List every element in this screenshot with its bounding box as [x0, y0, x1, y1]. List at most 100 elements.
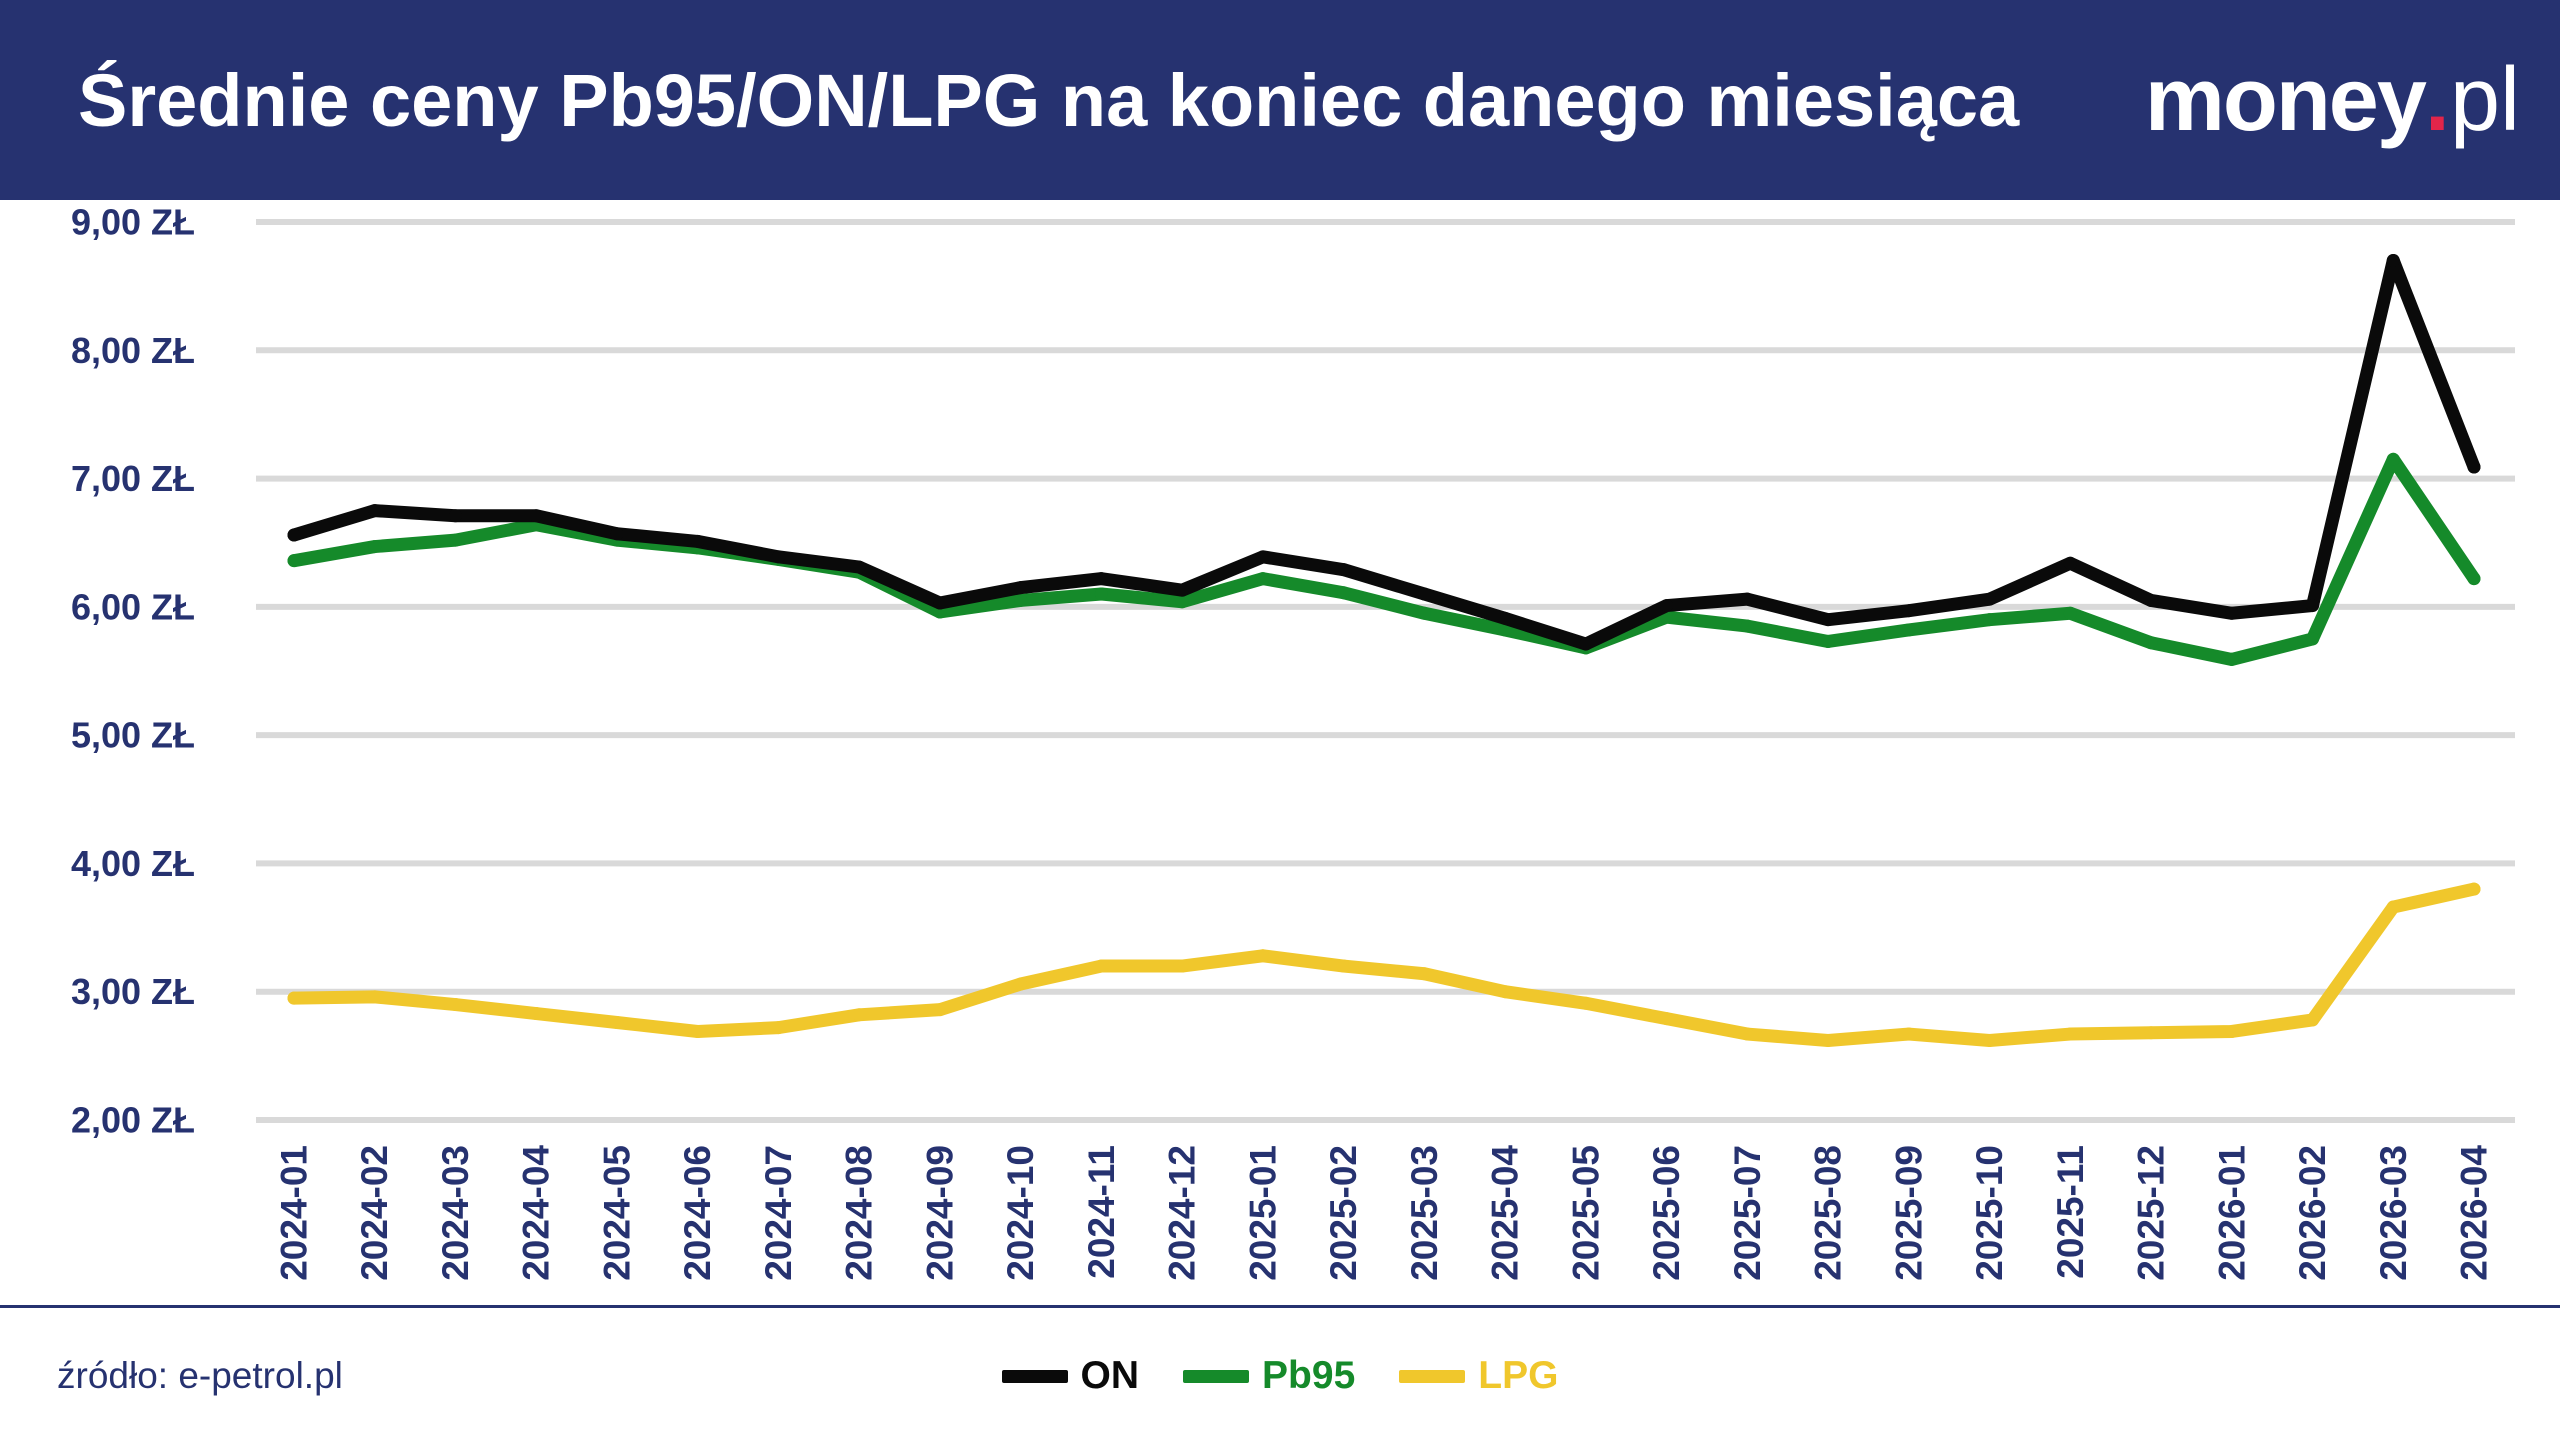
data-point-lpg — [1014, 977, 1028, 991]
data-point-lpg — [1498, 985, 1512, 999]
data-point-pb95 — [1740, 619, 1754, 633]
data-point-pb95 — [448, 533, 462, 547]
data-point-on — [1821, 613, 1835, 627]
data-point-lpg — [1417, 967, 1431, 981]
x-tick-label: 2025-03 — [1404, 1145, 1445, 1281]
legend-label-pb95: Pb95 — [1262, 1354, 1356, 1397]
x-tick-label: 2025-06 — [1646, 1145, 1687, 1281]
x-tick-label: 2025-10 — [1969, 1145, 2010, 1281]
x-tick-label: 2024-08 — [839, 1145, 880, 1281]
series-line-lpg — [287, 882, 2481, 1047]
data-point-on — [1902, 604, 1916, 618]
data-point-on — [1660, 599, 1674, 613]
data-point-on — [2225, 606, 2239, 620]
data-point-pb95 — [2063, 606, 2077, 620]
data-point-on — [933, 596, 947, 610]
data-point-lpg — [1660, 1012, 1674, 1026]
page-title: Średnie ceny Pb95/ON/LPG na koniec daneg… — [78, 58, 2020, 142]
logo-tld-text: pl — [2449, 49, 2520, 150]
x-axis-tick-labels: 2024-01 2024-02 2024-03 2024-04 2024-05 2024-… — [274, 1145, 2495, 1281]
data-point-on — [771, 550, 785, 564]
data-point-lpg — [1902, 1027, 1916, 1041]
data-point-on — [1498, 611, 1512, 625]
data-point-pb95 — [1902, 623, 1916, 637]
data-point-on — [287, 528, 301, 542]
legend-swatch-on — [1001, 1369, 1068, 1383]
data-point-lpg — [287, 991, 301, 1005]
x-tick-label: 2025-12 — [2131, 1145, 2172, 1281]
series-line-pb95 — [287, 452, 2481, 666]
x-tick-label: 2025-09 — [1888, 1145, 1929, 1281]
data-point-on — [691, 534, 705, 548]
data-point-lpg — [1579, 996, 1593, 1010]
data-point-lpg — [2386, 900, 2400, 914]
y-tick-label: 6,00 ZŁ — [71, 586, 195, 627]
data-point-lpg — [448, 998, 462, 1012]
data-point-lpg — [1094, 959, 1108, 973]
data-point-pb95 — [2306, 632, 2320, 646]
header-bar: Średnie ceny Pb95/ON/LPG na koniec daneg… — [0, 0, 2560, 200]
legend-label-on: ON — [1080, 1354, 1140, 1397]
data-point-lpg — [1175, 959, 1189, 973]
data-point-lpg — [1983, 1033, 1997, 1047]
data-point-on — [2467, 460, 2481, 474]
y-tick-label: 2,00 ZŁ — [71, 1100, 195, 1141]
x-tick-label: 2024-09 — [919, 1145, 960, 1281]
data-point-lpg — [2225, 1024, 2239, 1038]
y-tick-label: 8,00 ZŁ — [71, 330, 195, 371]
data-point-pb95 — [1498, 623, 1512, 637]
data-point-lpg — [852, 1008, 866, 1022]
legend-item-pb95: Pb95 — [1183, 1354, 1355, 1398]
data-point-pb95 — [1417, 606, 1431, 620]
data-point-on — [1014, 581, 1028, 595]
data-point-on — [852, 560, 866, 574]
data-point-on — [2306, 599, 2320, 613]
data-point-lpg — [610, 1016, 624, 1030]
y-axis-tick-labels: 9,00 ZŁ 8,00 ZŁ 7,00 ZŁ 6,00 ZŁ 5,00 ZŁ 4,00 … — [71, 202, 195, 1141]
data-point-pb95 — [2144, 636, 2158, 650]
y-tick-label: 5,00 ZŁ — [71, 715, 195, 756]
x-tick-label: 2024-07 — [758, 1145, 799, 1281]
data-point-pb95 — [2467, 572, 2481, 586]
legend-swatch-lpg — [1399, 1369, 1466, 1383]
data-point-pb95 — [1256, 572, 1270, 586]
data-point-lpg — [1337, 959, 1351, 973]
data-point-on — [1579, 637, 1593, 651]
legend-label-lpg: LPG — [1478, 1354, 1559, 1397]
logo-dot: . — [2424, 49, 2450, 150]
x-tick-label: 2025-02 — [1323, 1145, 1364, 1281]
data-point-on — [368, 504, 382, 518]
footer-divider — [0, 1305, 2560, 1308]
legend-swatch-pb95 — [1183, 1369, 1250, 1383]
data-point-on — [2063, 556, 2077, 570]
data-point-lpg — [529, 1007, 543, 1021]
data-point-lpg — [2144, 1026, 2158, 1040]
series-lines — [287, 253, 2481, 1047]
data-point-lpg — [1740, 1027, 1754, 1041]
x-tick-label: 2024-01 — [274, 1145, 315, 1281]
data-point-on — [1175, 583, 1189, 597]
source-note: źródło: e-petrol.pl — [57, 1355, 343, 1396]
legend-item-lpg: LPG — [1399, 1354, 1558, 1398]
money-pl-logo: money. pl — [2145, 0, 2520, 200]
data-point-lpg — [933, 1003, 947, 1017]
x-tick-label: 2026-04 — [2454, 1145, 2495, 1281]
x-tick-label: 2026-02 — [2292, 1145, 2333, 1281]
data-point-pb95 — [1821, 634, 1835, 648]
data-point-on — [1256, 550, 1270, 564]
x-tick-label: 2024-05 — [596, 1145, 637, 1281]
data-point-pb95 — [2386, 452, 2400, 466]
data-point-on — [1740, 592, 1754, 606]
data-point-on — [1337, 563, 1351, 577]
data-point-lpg — [2467, 882, 2481, 896]
data-point-lpg — [2063, 1027, 2077, 1041]
series-line-on — [287, 253, 2481, 651]
data-point-on — [1094, 572, 1108, 586]
data-point-lpg — [2306, 1013, 2320, 1027]
data-point-lpg — [1821, 1033, 1835, 1047]
data-point-pb95 — [368, 540, 382, 554]
x-tick-label: 2024-06 — [677, 1145, 718, 1281]
data-point-pb95 — [2225, 652, 2239, 666]
gridlines — [256, 219, 2515, 1123]
